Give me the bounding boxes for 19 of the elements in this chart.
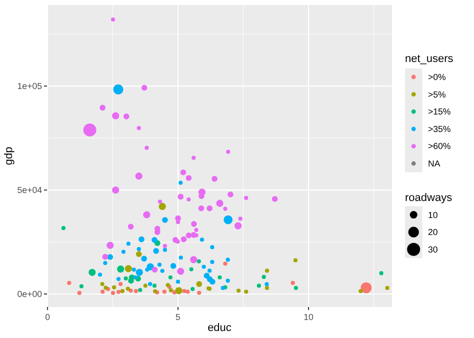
legend-label: >15% bbox=[428, 106, 451, 117]
x-tick-label: 5 bbox=[176, 312, 181, 322]
x-tick-label: 0 bbox=[45, 312, 50, 322]
legend-label: NA bbox=[428, 158, 440, 168]
y-tick-label: 1e+05 bbox=[17, 81, 42, 92]
y-tick-label: 0e+00 bbox=[17, 289, 42, 300]
legend-label: >35% bbox=[428, 124, 451, 134]
y-axis-title: gdp bbox=[3, 146, 15, 166]
legend-label: 30 bbox=[428, 244, 438, 254]
legend-label: >0% bbox=[428, 72, 446, 82]
legend-label: 10 bbox=[428, 210, 438, 220]
legend-label: >5% bbox=[428, 89, 446, 100]
y-tick-label: 5e+04 bbox=[17, 185, 42, 196]
legend-label: 20 bbox=[428, 227, 438, 238]
legend-title: net_users bbox=[405, 53, 454, 65]
legend-label: >60% bbox=[428, 141, 451, 152]
x-axis-title: educ bbox=[208, 322, 232, 334]
text: roadways bbox=[405, 192, 453, 204]
x-tick-label: 10 bbox=[304, 312, 314, 322]
